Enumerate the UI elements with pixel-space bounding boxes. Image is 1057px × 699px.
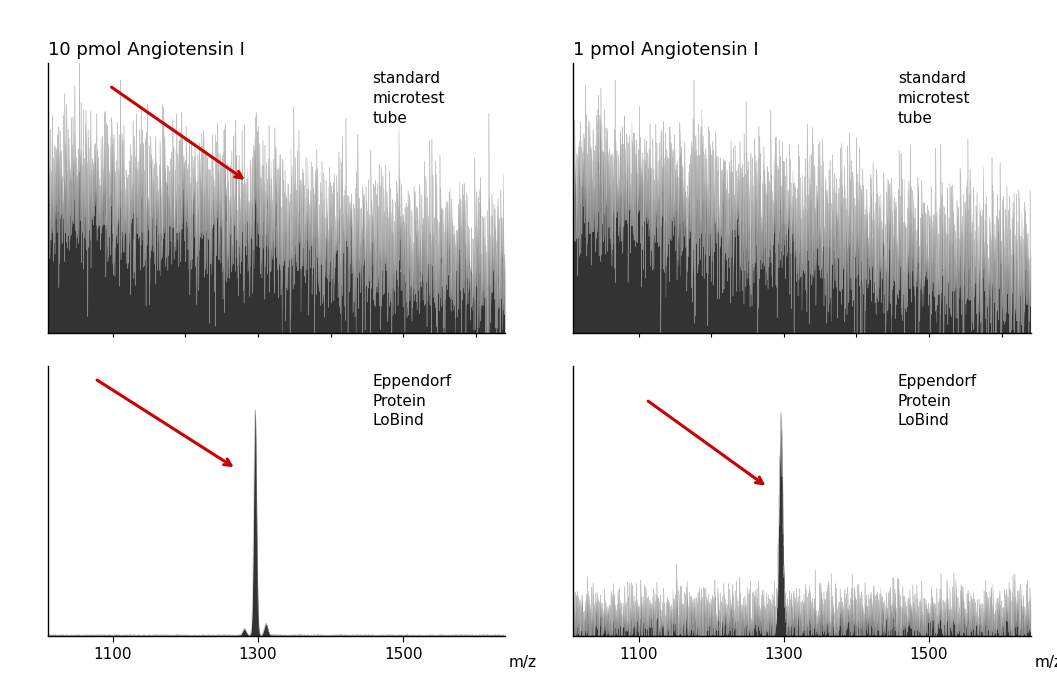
X-axis label: m/z: m/z [509, 655, 537, 670]
Text: Eppendorf
Protein
LoBind: Eppendorf Protein LoBind [372, 374, 451, 428]
Text: 1 pmol Angiotensin I: 1 pmol Angiotensin I [573, 41, 759, 59]
Text: standard
microtest
tube: standard microtest tube [898, 71, 970, 126]
Text: Eppendorf
Protein
LoBind: Eppendorf Protein LoBind [898, 374, 977, 428]
X-axis label: m/z: m/z [1035, 655, 1057, 670]
Text: standard
microtest
tube: standard microtest tube [372, 71, 445, 126]
Text: 10 pmol Angiotensin I: 10 pmol Angiotensin I [48, 41, 244, 59]
